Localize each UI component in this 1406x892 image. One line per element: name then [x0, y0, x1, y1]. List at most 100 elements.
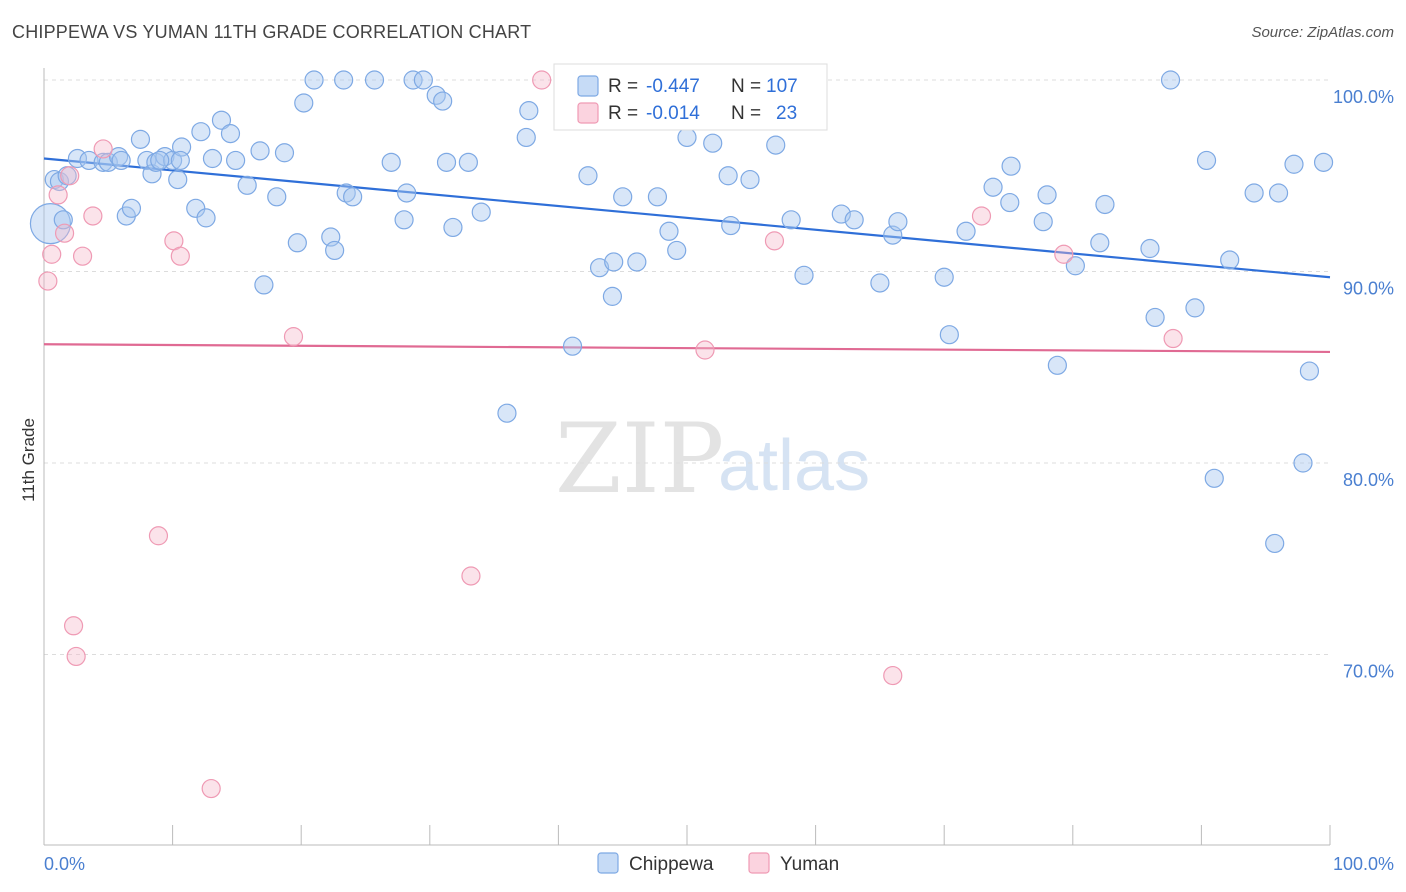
point-yuman: [1054, 244, 1074, 264]
point-chippewa: [703, 133, 723, 153]
point-chippewa: [186, 198, 206, 218]
legend-r-label-1: R =: [608, 76, 638, 97]
point-yuman: [971, 206, 992, 226]
point-yuman: [48, 185, 68, 205]
point-chippewa: [130, 129, 151, 149]
x-tick-label-min: 0.0%: [44, 854, 85, 874]
trend-line-chippewa: [43, 157, 1331, 279]
point-chippewa: [1033, 212, 1053, 232]
trend-lines: [43, 157, 1331, 354]
point-chippewa: [562, 336, 583, 356]
point-chippewa: [250, 141, 270, 161]
point-chippewa: [934, 267, 954, 287]
point-yuman: [66, 646, 86, 667]
point-yuman: [461, 566, 481, 586]
point-chippewa: [436, 152, 457, 172]
point-chippewa: [627, 252, 647, 272]
point-chippewa: [343, 187, 363, 207]
point-chippewa: [381, 152, 401, 172]
legend-swatch-yuman: [577, 102, 599, 124]
point-chippewa: [397, 183, 417, 203]
point-chippewa: [458, 152, 478, 172]
x-tick-label-max: 100.0%: [1333, 854, 1394, 874]
point-chippewa: [1220, 250, 1240, 270]
point-chippewa: [211, 110, 232, 130]
legend-n-label-1: N =: [731, 76, 761, 97]
watermark-zip: ZIP: [555, 403, 724, 515]
point-chippewa: [1185, 298, 1205, 318]
point-chippewa: [1140, 238, 1160, 259]
point-chippewa: [659, 221, 679, 241]
point-yuman: [83, 206, 103, 226]
data-points: [29, 70, 1334, 799]
point-chippewa: [1299, 361, 1320, 381]
legend-n-value-1: 107: [766, 76, 798, 97]
point-chippewa: [274, 143, 295, 163]
point-chippewa: [121, 198, 142, 218]
point-chippewa: [1090, 233, 1110, 253]
point-chippewa: [604, 252, 624, 272]
point-chippewa: [170, 150, 190, 171]
point-yuman: [93, 139, 113, 159]
point-chippewa: [287, 233, 307, 253]
point-yuman: [42, 244, 62, 264]
point-chippewa: [29, 203, 72, 245]
y-axis-label: 11th Grade: [19, 418, 38, 502]
point-chippewa: [202, 148, 223, 169]
point-chippewa: [413, 70, 433, 90]
point-yuman: [283, 327, 304, 347]
point-yuman: [60, 166, 80, 186]
y-tick-label: 70.0%: [1343, 662, 1394, 682]
point-chippewa: [237, 175, 257, 195]
point-chippewa: [647, 187, 668, 207]
point-yuman: [201, 778, 221, 799]
point-yuman: [54, 223, 75, 243]
point-chippewa: [1313, 152, 1334, 172]
point-chippewa: [79, 150, 99, 171]
watermark-atlas: atlas: [718, 426, 870, 506]
point-yuman: [170, 246, 190, 266]
point-yuman: [38, 271, 58, 291]
point-chippewa: [888, 212, 908, 232]
point-yuman: [695, 340, 715, 360]
axes: [43, 68, 1331, 846]
point-chippewa: [516, 127, 536, 148]
legend-r-value-2: -0.014: [646, 103, 700, 124]
bottom-legend-swatch-chippewa: [597, 852, 619, 874]
bottom-legend: Chippewa Yuman: [597, 852, 839, 875]
point-yuman: [148, 526, 169, 546]
point-chippewa: [1160, 70, 1181, 90]
point-chippewa: [844, 210, 864, 230]
point-chippewa: [471, 202, 491, 222]
legend-swatch-chippewa: [577, 75, 599, 97]
point-chippewa: [304, 70, 324, 90]
point-chippewa: [613, 187, 633, 207]
point-chippewa: [1095, 194, 1115, 215]
point-chippewa: [226, 150, 246, 171]
point-chippewa: [1204, 468, 1224, 488]
point-chippewa: [794, 265, 814, 285]
point-chippewa: [325, 240, 345, 261]
point-chippewa: [721, 215, 741, 236]
point-chippewa: [1001, 156, 1021, 176]
point-chippewa: [334, 70, 354, 90]
point-chippewa: [956, 221, 976, 241]
point-chippewa: [1037, 185, 1057, 205]
point-chippewa: [677, 127, 697, 148]
correlation-legend: R = -0.447 N = 107 R = -0.014 N = 23: [553, 63, 828, 131]
point-yuman: [532, 70, 552, 90]
point-chippewa: [1196, 150, 1217, 171]
point-chippewa: [191, 122, 211, 142]
point-chippewa: [1244, 183, 1264, 203]
y-tick-label: 100.0%: [1333, 87, 1394, 107]
bottom-legend-label-yuman: Yuman: [780, 854, 839, 875]
trend-line-yuman: [43, 343, 1331, 354]
point-yuman: [72, 246, 93, 266]
y-tick-label: 90.0%: [1343, 279, 1394, 299]
point-chippewa: [443, 217, 463, 238]
point-chippewa: [740, 169, 760, 190]
point-chippewa: [394, 210, 414, 230]
point-chippewa: [781, 210, 801, 230]
point-yuman: [883, 665, 903, 686]
